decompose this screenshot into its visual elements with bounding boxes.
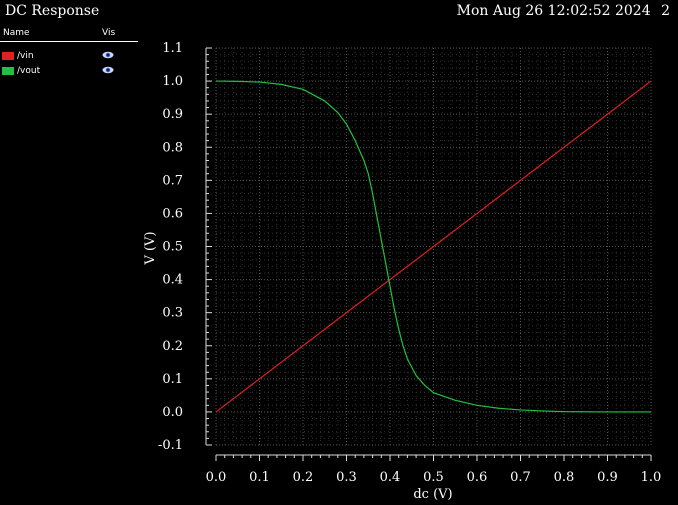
legend-item-label: /vout	[17, 66, 41, 76]
chart-window-title: DC Response	[5, 3, 100, 19]
y-tick-label: 1.0	[162, 74, 183, 89]
y-tick-label: 0.0	[162, 405, 183, 420]
legend-item-vout[interactable]: /vout	[0, 64, 138, 79]
series-line-vout	[215, 80, 651, 413]
timestamp-text: Mon Aug 26 12:02:52 2024	[456, 3, 651, 19]
legend-vis-header: Vis	[102, 28, 116, 38]
x-tick-label: 0.6	[467, 470, 488, 485]
y-tick-label: 0.3	[162, 306, 183, 321]
x-tick-label: 0.0	[206, 470, 227, 485]
x-tick-label: 0.3	[336, 470, 357, 485]
eye-icon[interactable]	[102, 50, 114, 60]
legend-header: Name Vis	[0, 27, 138, 42]
series-line-vin	[215, 80, 652, 413]
series-lines	[215, 80, 652, 413]
y-tick-label: 0.4	[162, 273, 183, 288]
y-tick-label: 0.5	[162, 240, 183, 255]
y-tick-label: 0.1	[162, 372, 183, 387]
legend-item-vin[interactable]: /vin	[0, 49, 138, 64]
y-tick-label: 0.2	[162, 339, 183, 354]
y-tick-label: 1.1	[162, 41, 183, 56]
vout-color-swatch	[2, 67, 14, 75]
timestamp: Mon Aug 26 12:02:52 2024 2	[457, 3, 670, 19]
y-tick-label: 0.7	[162, 173, 183, 188]
x-tick-label: 0.5	[423, 470, 444, 485]
vin-color-swatch	[2, 52, 14, 60]
axes: -0.1 0.0 0.1 0.2 0.3 0.4 0.5 0.6 0.7 0.8 0.9 1.0 1.1…	[158, 41, 661, 485]
y-tick-label: 0.9	[162, 107, 183, 122]
page-number: 2	[661, 3, 670, 19]
x-axis-label: dc (V)	[413, 487, 452, 502]
x-tick-label: 0.7	[510, 470, 531, 485]
eye-icon[interactable]	[102, 65, 114, 75]
legend-item-label: /vin	[17, 51, 34, 61]
legend-panel: Name Vis /vin /vout	[0, 27, 138, 79]
x-tick-label: 0.1	[249, 470, 270, 485]
legend-name-header: Name	[3, 28, 30, 38]
y-tick-label: -0.1	[158, 438, 183, 453]
y-tick-label: 0.6	[162, 206, 183, 221]
y-tick-label: 0.8	[162, 140, 183, 155]
x-tick-label: 0.2	[293, 470, 314, 485]
y-axis-label: V (V)	[143, 231, 158, 265]
x-tick-label: 0.8	[554, 470, 575, 485]
grid-lines	[215, 47, 652, 446]
x-tick-label: 1.0	[641, 470, 662, 485]
x-tick-label: 0.4	[380, 470, 401, 485]
x-tick-label: 0.9	[597, 470, 618, 485]
